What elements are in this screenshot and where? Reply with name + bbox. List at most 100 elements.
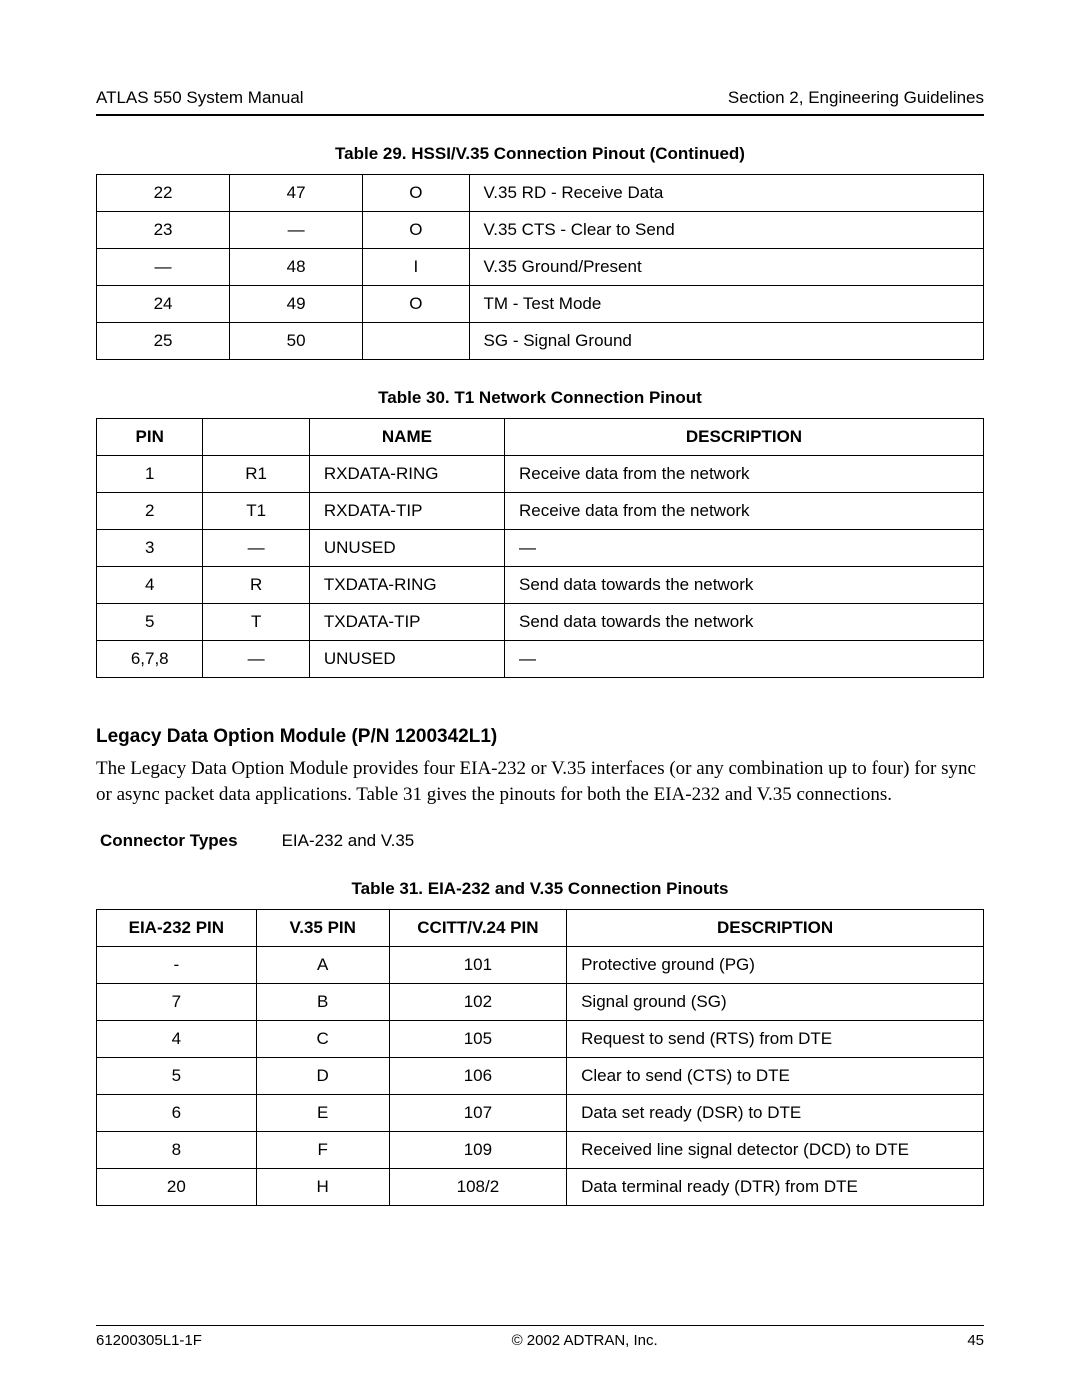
table-cell: 102 [389, 984, 566, 1021]
table-row: 6,7,8—UNUSED— [97, 641, 984, 678]
table-cell: A [256, 947, 389, 984]
table-cell: 107 [389, 1095, 566, 1132]
connector-types-value: EIA-232 and V.35 [282, 831, 415, 851]
header-right: Section 2, Engineering Guidelines [728, 88, 984, 108]
table-row: 2550 SG - Signal Ground [97, 323, 984, 360]
table-row: 5D106Clear to send (CTS) to DTE [97, 1058, 984, 1095]
table-cell: 20 [97, 1169, 257, 1206]
table-header-cell: DESCRIPTION [505, 419, 984, 456]
table-cell: Received line signal detector (DCD) to D… [567, 1132, 984, 1169]
table-cell: — [203, 641, 309, 678]
table-cell: 7 [97, 984, 257, 1021]
table-cell: R1 [203, 456, 309, 493]
table-cell: Request to send (RTS) from DTE [567, 1021, 984, 1058]
table-row: 2247OV.35 RD - Receive Data [97, 175, 984, 212]
section-heading: Legacy Data Option Module (P/N 1200342L1… [96, 726, 984, 748]
table-header-cell: EIA-232 PIN [97, 910, 257, 947]
table-cell: 5 [97, 604, 203, 641]
table-cell: O [363, 175, 469, 212]
table-row: -A101Protective ground (PG) [97, 947, 984, 984]
table-cell: 24 [97, 286, 230, 323]
table-row: 23—OV.35 CTS - Clear to Send [97, 212, 984, 249]
table-cell: UNUSED [309, 530, 504, 567]
table-cell: 48 [230, 249, 363, 286]
table-cell: 22 [97, 175, 230, 212]
footer-right: 45 [967, 1332, 984, 1349]
table-cell: T1 [203, 493, 309, 530]
table-header-cell: DESCRIPTION [567, 910, 984, 947]
header-left: ATLAS 550 System Manual [96, 88, 304, 108]
table-cell: 105 [389, 1021, 566, 1058]
table-row: —48IV.35 Ground/Present [97, 249, 984, 286]
table-cell: TXDATA-RING [309, 567, 504, 604]
table-row: 8F109Received line signal detector (DCD)… [97, 1132, 984, 1169]
table-cell: 3 [97, 530, 203, 567]
table31: EIA-232 PINV.35 PINCCITT/V.24 PINDESCRIP… [96, 909, 984, 1206]
table-cell: O [363, 286, 469, 323]
table29-caption: Table 29. HSSI/V.35 Connection Pinout (C… [96, 144, 984, 164]
table-row: 6E107Data set ready (DSR) to DTE [97, 1095, 984, 1132]
table-cell: 8 [97, 1132, 257, 1169]
table-cell: 4 [97, 567, 203, 604]
table-cell: — [203, 530, 309, 567]
table-cell: Receive data from the network [505, 493, 984, 530]
table-header-cell: PIN [97, 419, 203, 456]
table-row: 1R1RXDATA-RINGReceive data from the netw… [97, 456, 984, 493]
table-cell: Signal ground (SG) [567, 984, 984, 1021]
table-header-cell: NAME [309, 419, 504, 456]
table-cell: V.35 RD - Receive Data [469, 175, 983, 212]
page-header: ATLAS 550 System Manual Section 2, Engin… [96, 88, 984, 116]
table-cell: Receive data from the network [505, 456, 984, 493]
table-cell: 25 [97, 323, 230, 360]
page-footer: 61200305L1-1F © 2002 ADTRAN, Inc. 45 [96, 1325, 984, 1349]
table-cell: - [97, 947, 257, 984]
footer-left: 61200305L1-1F [96, 1332, 202, 1349]
table-cell: SG - Signal Ground [469, 323, 983, 360]
table-cell: Data terminal ready (DTR) from DTE [567, 1169, 984, 1206]
table-cell: O [363, 212, 469, 249]
table-cell: Data set ready (DSR) to DTE [567, 1095, 984, 1132]
table-cell: 2 [97, 493, 203, 530]
table-row: 2449OTM - Test Mode [97, 286, 984, 323]
table-cell: 47 [230, 175, 363, 212]
table-cell: 101 [389, 947, 566, 984]
table-cell: 6,7,8 [97, 641, 203, 678]
table-cell: F [256, 1132, 389, 1169]
table-row: 2T1RXDATA-TIPReceive data from the netwo… [97, 493, 984, 530]
table-cell: Clear to send (CTS) to DTE [567, 1058, 984, 1095]
table-cell: 106 [389, 1058, 566, 1095]
table-cell: 1 [97, 456, 203, 493]
table-cell: Protective ground (PG) [567, 947, 984, 984]
table-cell: C [256, 1021, 389, 1058]
table-row: 5TTXDATA-TIPSend data towards the networ… [97, 604, 984, 641]
table-cell: H [256, 1169, 389, 1206]
table-cell: UNUSED [309, 641, 504, 678]
table-cell: D [256, 1058, 389, 1095]
table-header-cell [203, 419, 309, 456]
table-row: 20H108/2Data terminal ready (DTR) from D… [97, 1169, 984, 1206]
table-cell: 50 [230, 323, 363, 360]
table-row: 7B102Signal ground (SG) [97, 984, 984, 1021]
table-cell: RXDATA-RING [309, 456, 504, 493]
table-row: 3—UNUSED— [97, 530, 984, 567]
table-cell: E [256, 1095, 389, 1132]
table-cell [363, 323, 469, 360]
table-cell: 23 [97, 212, 230, 249]
table-cell: TM - Test Mode [469, 286, 983, 323]
table-cell: B [256, 984, 389, 1021]
table-cell: Send data towards the network [505, 567, 984, 604]
table-cell: — [230, 212, 363, 249]
table-cell: — [505, 530, 984, 567]
table-cell: 108/2 [389, 1169, 566, 1206]
table-cell: 5 [97, 1058, 257, 1095]
table-cell: RXDATA-TIP [309, 493, 504, 530]
table-cell: V.35 Ground/Present [469, 249, 983, 286]
table-cell: R [203, 567, 309, 604]
footer-center: © 2002 ADTRAN, Inc. [512, 1332, 658, 1349]
table-cell: — [505, 641, 984, 678]
table-row: 4RTXDATA-RINGSend data towards the netwo… [97, 567, 984, 604]
table-cell: Send data towards the network [505, 604, 984, 641]
table29: 2247OV.35 RD - Receive Data23—OV.35 CTS … [96, 174, 984, 360]
table-header-cell: CCITT/V.24 PIN [389, 910, 566, 947]
table30: PINNAMEDESCRIPTION1R1RXDATA-RINGReceive … [96, 418, 984, 678]
